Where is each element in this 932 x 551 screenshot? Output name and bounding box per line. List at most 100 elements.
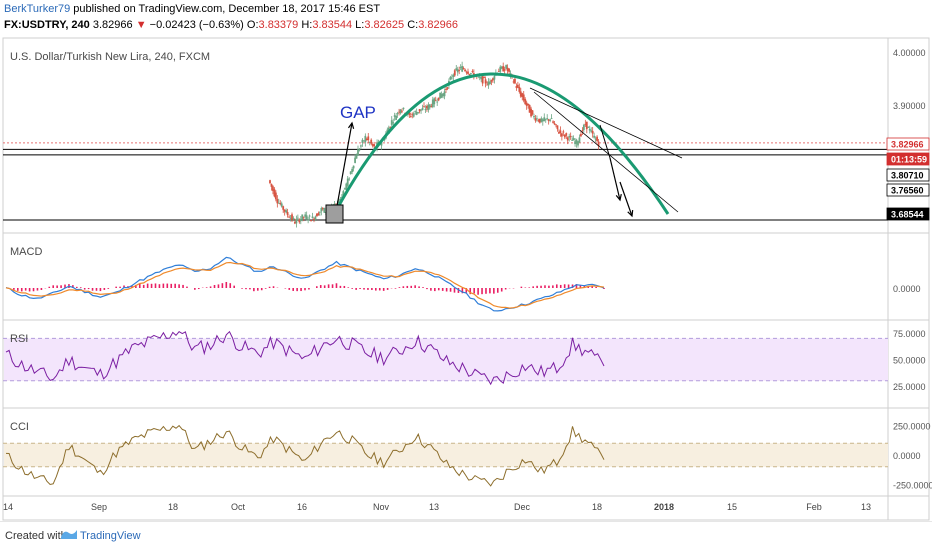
candle-body: [464, 70, 466, 72]
tradingview-brand[interactable]: TradingView: [80, 530, 141, 542]
macd-histogram-bar: [198, 288, 200, 289]
macd-histogram-bar: [48, 287, 50, 288]
candle-body: [435, 100, 437, 101]
macd-histogram-bar: [80, 287, 82, 288]
macd-histogram-bar: [41, 288, 43, 290]
candle-body: [470, 73, 472, 74]
macd-histogram-bar: [155, 283, 157, 288]
macd-histogram-bar: [359, 288, 361, 289]
candle-body: [504, 69, 506, 71]
time-tick-label: 13: [429, 502, 439, 512]
macd-histogram-bar: [387, 288, 389, 290]
gap-box[interactable]: [326, 205, 343, 223]
macd-histogram-bar: [454, 288, 456, 293]
macd-histogram-bar: [351, 288, 353, 289]
macd-histogram-bar: [320, 285, 322, 288]
macd-histogram-bar: [292, 288, 294, 291]
macd-histogram-bar: [214, 285, 216, 288]
macd-histogram-bar: [300, 288, 302, 291]
macd-histogram-bar: [481, 288, 483, 294]
candle-body: [485, 79, 487, 83]
macd-histogram-bar: [253, 288, 255, 291]
price-tick-label: 3.90000: [893, 101, 926, 111]
macd-histogram-bar: [410, 286, 412, 288]
macd-histogram-bar: [288, 288, 290, 290]
macd-histogram-bar: [505, 288, 507, 289]
macd-histogram-bar: [375, 288, 377, 291]
candle-body: [570, 136, 572, 137]
macd-histogram-bar: [147, 284, 149, 288]
macd-histogram-bar: [60, 285, 62, 288]
macd-histogram-bar: [371, 288, 373, 290]
macd-histogram-bar: [379, 288, 381, 290]
candle-body: [307, 220, 309, 221]
macd-histogram-bar: [167, 284, 169, 288]
candle-body: [297, 218, 299, 219]
candle-body: [555, 124, 557, 125]
candle-body: [592, 131, 594, 134]
price-badge-label: 3.80710: [891, 171, 924, 181]
time-tick-label: Dec: [514, 502, 531, 512]
macd-histogram-bar: [37, 288, 39, 291]
candle-body: [483, 77, 485, 78]
candle-body: [353, 166, 355, 169]
macd-histogram-bar: [210, 286, 212, 288]
macd-histogram-bar: [336, 283, 338, 288]
candle-body: [293, 218, 295, 219]
macd-histogram-bar: [29, 288, 31, 291]
chart-area[interactable]: 4.000003.900003.700000.000075.000050.000…: [0, 0, 932, 521]
macd-histogram-bar: [363, 288, 365, 290]
candle-body: [323, 208, 325, 213]
time-tick-label: Sep: [91, 502, 107, 512]
candle-body: [309, 216, 311, 217]
candle-body: [312, 217, 314, 219]
macd-histogram-bar: [332, 284, 334, 288]
macd-histogram-bar: [430, 288, 432, 291]
macd-histogram-bar: [595, 287, 597, 288]
macd-histogram-bar: [434, 288, 436, 291]
candle-body: [583, 125, 585, 130]
macd-histogram-bar: [76, 287, 78, 288]
macd-histogram-bar: [139, 284, 141, 288]
rsi-pane[interactable]: [3, 332, 888, 385]
macd-histogram-bar: [406, 286, 408, 288]
macd-histogram-bar: [226, 282, 228, 288]
macd-histogram-bar: [347, 287, 349, 288]
candle-body: [319, 212, 321, 213]
macd-histogram-bar: [104, 288, 106, 290]
price-tick-label: 4.00000: [893, 48, 926, 58]
macd-histogram-bar: [442, 288, 444, 291]
candle-body: [429, 104, 431, 107]
macd-histogram-bar: [257, 288, 259, 291]
macd-histogram-bar: [403, 286, 405, 288]
macd-histogram-bar: [446, 288, 448, 291]
macd-histogram-bar: [395, 288, 397, 289]
time-tick-label: Nov: [373, 502, 390, 512]
macd-histogram-bar: [560, 285, 562, 288]
candle-body: [557, 125, 559, 129]
price-badge-label: 3.76560: [891, 186, 924, 196]
macd-histogram-bar: [316, 286, 318, 288]
macd-histogram-bar: [344, 286, 346, 288]
time-tick-label: 16: [297, 502, 307, 512]
candle-body: [494, 76, 496, 79]
macd-histogram-bar: [229, 283, 231, 288]
candle-body: [315, 217, 317, 220]
candle-body: [276, 199, 278, 203]
candle-body: [392, 122, 394, 123]
candle-body: [565, 133, 567, 136]
candle-body: [422, 108, 424, 110]
candle-body: [508, 69, 510, 72]
macd-histogram-bar: [544, 285, 546, 288]
macd-histogram-bar: [84, 288, 86, 290]
candle-body: [489, 81, 491, 84]
macd-histogram-bar: [497, 288, 499, 293]
macd-histogram-bar: [552, 285, 554, 288]
macd-histogram-bar: [206, 287, 208, 288]
macd-histogram-bar: [17, 288, 19, 291]
candle-body: [310, 220, 312, 221]
macd-histogram-bar: [450, 288, 452, 292]
macd-histogram-bar: [56, 285, 58, 288]
macd-histogram-bar: [383, 288, 385, 291]
footer: Created with TradingView: [0, 521, 932, 551]
